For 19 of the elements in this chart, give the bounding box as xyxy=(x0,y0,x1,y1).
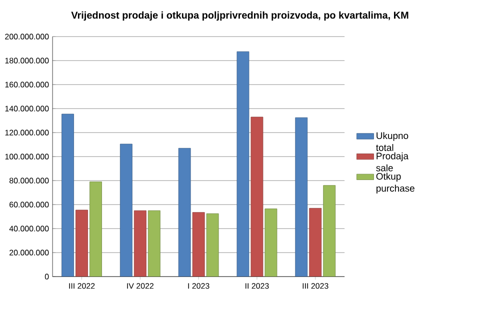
bar xyxy=(120,144,132,277)
bar xyxy=(178,148,191,277)
bar xyxy=(206,213,219,277)
legend-label: Ukupno total xyxy=(376,132,408,151)
chart-title: Vrijednost prodaje i otkupa poljprivrednih proizvoda, po kvartalima, KM xyxy=(71,11,408,21)
bar xyxy=(134,210,146,277)
bar xyxy=(76,210,88,277)
bar xyxy=(250,116,264,277)
bar xyxy=(264,208,278,277)
bar xyxy=(236,51,250,277)
bar xyxy=(295,117,308,277)
bar xyxy=(62,114,74,277)
legend-label: Otkup purchase xyxy=(376,172,414,194)
bar xyxy=(323,185,336,277)
legend-label: Prodaja sale xyxy=(376,152,409,172)
bar xyxy=(90,182,102,277)
bar xyxy=(148,210,160,277)
bar xyxy=(192,212,205,277)
bar xyxy=(309,208,322,277)
